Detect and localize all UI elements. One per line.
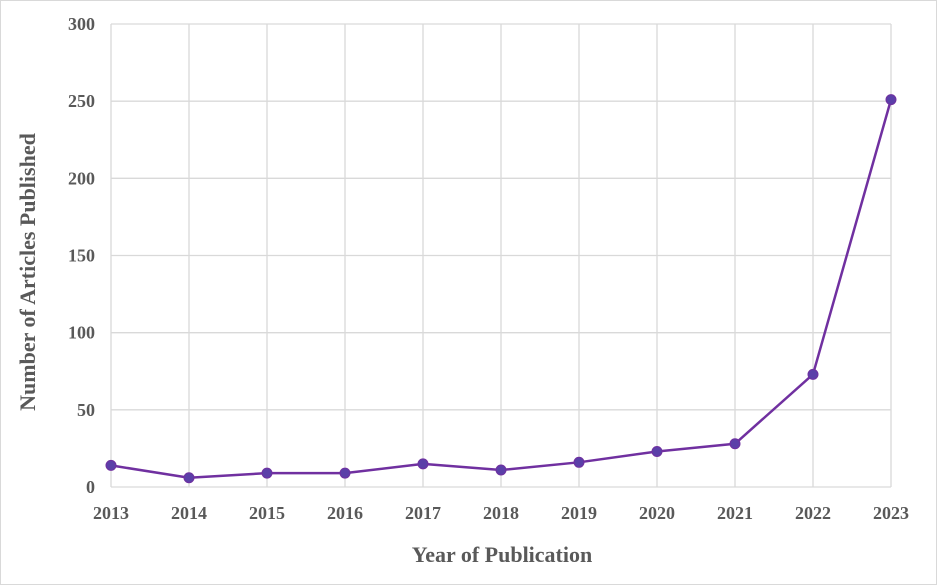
x-tick-label: 2020 — [639, 503, 675, 523]
x-tick-label: 2017 — [405, 503, 441, 523]
y-axis-ticks: 0 50 100 150 200 250 300 — [68, 14, 95, 497]
x-tick-label: 2023 — [873, 503, 909, 523]
y-tick-label: 200 — [68, 168, 95, 188]
x-tick-label: 2018 — [483, 503, 519, 523]
x-tick-label: 2016 — [327, 503, 363, 523]
y-tick-label: 100 — [68, 323, 95, 343]
data-point-marker — [339, 467, 351, 479]
x-tick-label: 2021 — [717, 503, 753, 523]
x-tick-label: 2014 — [171, 503, 207, 523]
y-tick-label: 300 — [68, 14, 95, 34]
data-point-marker — [651, 446, 663, 458]
x-tick-label: 2019 — [561, 503, 597, 523]
x-tick-label: 2013 — [93, 503, 129, 523]
x-tick-label: 2015 — [249, 503, 285, 523]
x-tick-label: 2022 — [795, 503, 831, 523]
gridlines — [110, 23, 892, 488]
y-tick-label: 50 — [77, 400, 95, 420]
data-point-marker — [105, 459, 117, 471]
data-point-marker — [495, 464, 507, 476]
x-axis-title: Year of Publication — [412, 542, 592, 567]
data-point-marker — [417, 458, 429, 470]
series-markers — [105, 94, 897, 484]
y-axis-title: Number of Articles Published — [15, 133, 40, 411]
y-tick-label: 250 — [68, 91, 95, 111]
data-point-marker — [807, 368, 819, 380]
data-point-marker — [729, 438, 741, 450]
data-point-marker — [183, 472, 195, 484]
data-point-marker — [261, 467, 273, 479]
x-axis-ticks: 2013 2014 2015 2016 2017 2018 2019 2020 2021 2022… — [93, 503, 909, 523]
data-point-marker — [885, 94, 897, 106]
y-tick-label: 150 — [68, 246, 95, 266]
y-tick-label: 0 — [86, 477, 95, 497]
data-point-marker — [573, 456, 585, 468]
